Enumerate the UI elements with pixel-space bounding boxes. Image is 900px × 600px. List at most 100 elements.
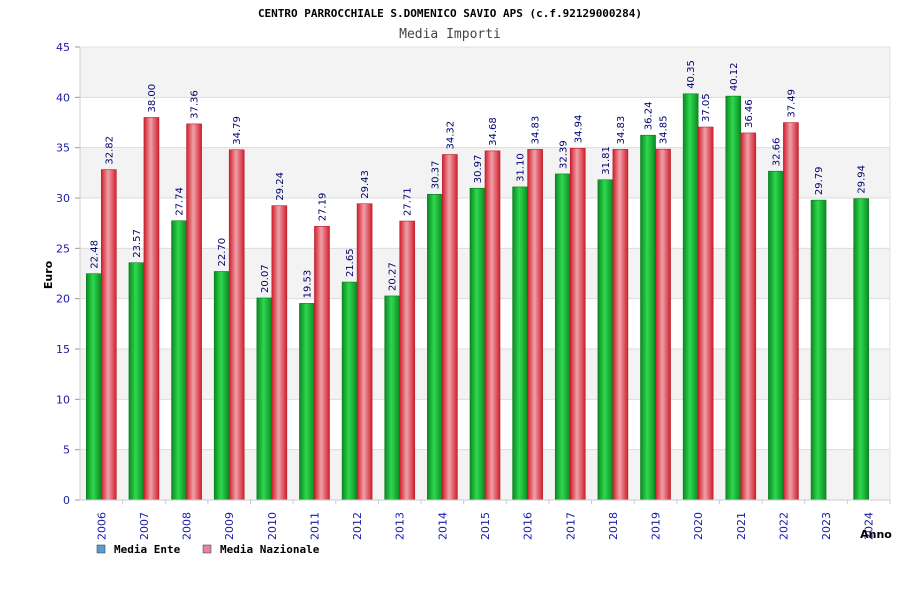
x-tick-label: 2014 [436,512,449,540]
bar-media-ente [682,93,699,501]
bars [86,93,869,501]
data-label: 37.49 [786,89,797,118]
data-label: 37.36 [190,90,201,119]
bar-media-ente [853,198,869,501]
bar-media-nazionale [101,169,117,501]
bar-media-ente [427,193,443,501]
x-tick-label: 2024 [863,512,876,540]
bar-media-nazionale [740,132,757,501]
x-tick-label: 2013 [394,512,407,540]
data-label: 19.53 [302,270,313,299]
data-label: 34.83 [616,116,627,145]
y-tick-label: 45 [56,41,70,54]
data-label: 22.48 [89,240,100,269]
x-tick-label: 2018 [607,512,620,540]
y-tick-label: 20 [56,293,70,306]
x-tick-label: 2023 [820,512,833,540]
data-label: 38.00 [147,84,158,113]
data-label: 27.74 [175,187,186,216]
bar-media-ente [469,187,486,501]
bar-media-nazionale [569,147,586,501]
x-tick-labels: 2006 2007 2008 2009 2010 2011 2012 2013 2014 2015… [95,500,891,540]
legend-label-media-ente: Media Ente [114,543,181,556]
y-tick-label: 30 [56,192,70,205]
data-label: 36.46 [744,99,755,128]
data-label: 34.32 [445,121,456,150]
data-label: 37.05 [701,93,712,122]
bar-media-ente [554,173,571,501]
y-tick-label: 10 [56,393,70,406]
y-tick-label: 35 [56,142,70,155]
x-tick-label: 2006 [95,512,108,540]
data-label: 31.81 [601,146,612,175]
data-label: 29.24 [275,172,286,201]
x-tick-label: 2009 [223,512,236,540]
legend-swatch-media-ente [96,544,106,554]
y-tick-label: 0 [63,494,70,507]
bar-media-ente [256,297,273,501]
data-label: 34.94 [573,115,584,144]
x-tick-label: 2022 [777,512,790,540]
bar-media-nazionale [442,154,458,501]
chart-title: CENTRO PARROCCHIALE S.DOMENICO SAVIO APS… [258,7,642,20]
data-label: 29.94 [857,165,868,194]
legend-label-media-nazionale: Media Nazionale [220,543,320,556]
data-label: 32.82 [104,136,115,165]
bar-media-ente [725,95,742,501]
x-axis-label: Anno [860,528,892,541]
bar-media-nazionale [314,225,330,501]
bar-media-nazionale [655,148,671,501]
legend: Media Ente Media Nazionale [96,543,320,556]
data-label: 30.37 [430,161,441,190]
x-tick-label: 2015 [479,512,492,540]
plot-band [80,47,890,98]
y-axis-label: Euro [42,260,55,289]
bar-media-nazionale [612,149,629,501]
bar-media-nazionale [186,123,202,501]
y-tick-label: 40 [56,91,70,104]
data-label: 31.10 [516,153,527,182]
data-labels: 22.48 32.82 23.57 38.00 27.74 37.36 22.70 34.79… [89,60,867,298]
data-label: 29.43 [360,170,371,199]
bar-media-nazionale [783,122,799,501]
bar-media-nazionale [527,149,543,501]
x-tick-label: 2017 [564,512,577,540]
bar-media-ente [299,303,315,501]
data-label: 32.39 [558,140,569,169]
x-tick-label: 2011 [308,512,321,540]
bar-media-ente [597,179,614,501]
bar-media-nazionale [399,220,416,501]
bar-media-ente [171,220,187,501]
data-label: 40.35 [686,60,697,89]
bar-media-nazionale [697,126,714,501]
data-label: 34.68 [488,117,499,146]
x-tick-label: 2012 [351,512,364,540]
data-label: 20.07 [260,264,271,293]
y-tick-label: 15 [56,343,70,356]
bar-media-ente [768,170,784,501]
bar-media-ente [512,186,528,501]
data-label: 27.19 [317,193,328,222]
bar-media-nazionale [143,117,160,501]
bar-media-ente [341,281,358,501]
bar-media-ente [640,134,656,501]
data-label: 27.71 [403,187,414,216]
y-tick-label: 5 [63,444,70,457]
data-label: 22.70 [217,238,228,267]
data-label: 40.12 [729,62,740,91]
bar-media-ente [86,273,102,501]
bar-media-ente [810,199,827,501]
x-tick-label: 2020 [692,512,705,540]
data-label: 32.66 [771,138,782,167]
chart-subtitle: Media Importi [399,27,501,42]
data-label: 23.57 [132,229,143,258]
axes [79,46,891,501]
y-tick-labels: 0 5 10 15 20 25 30 35 40 45 [56,41,70,507]
data-label: 34.83 [531,116,542,145]
x-tick-label: 2021 [735,512,748,540]
bar-media-ente [128,262,145,501]
y-tick-label: 25 [56,242,70,255]
x-tick-label: 2007 [138,512,151,540]
legend-swatch-media-nazionale [202,544,212,554]
